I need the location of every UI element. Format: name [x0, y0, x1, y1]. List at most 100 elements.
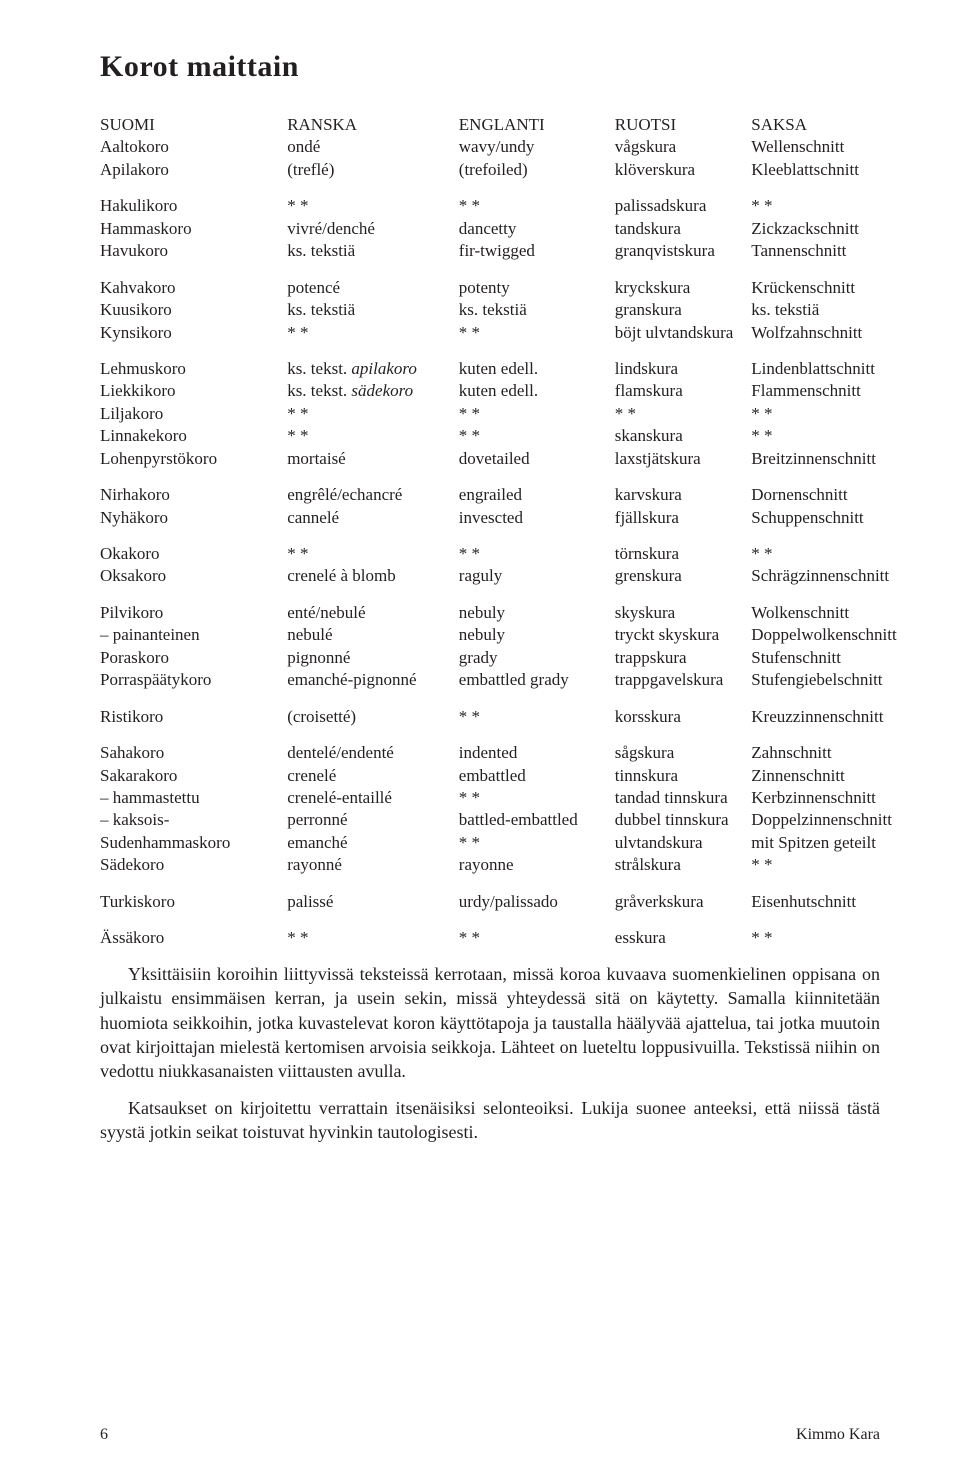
table-cell: kryckskura — [615, 277, 752, 299]
table-cell: * * — [751, 425, 880, 447]
table-cell: Liljakoro — [100, 403, 287, 425]
group-gap — [100, 470, 880, 484]
table-cell: Dornenschnitt — [751, 484, 880, 506]
table-cell: skanskura — [615, 425, 752, 447]
group-gap — [100, 877, 880, 891]
table-cell: palissé — [287, 891, 459, 913]
table-row: SakarakorocreneléembattledtinnskuraZinne… — [100, 765, 880, 787]
table-cell: grady — [459, 647, 615, 669]
table-cell: böjt ulvtandskura — [615, 322, 752, 344]
table-cell: karvskura — [615, 484, 752, 506]
table-cell: Poraskoro — [100, 647, 287, 669]
table-cell: engrailed — [459, 484, 615, 506]
table-cell: indented — [459, 742, 615, 764]
table-cell: tandad tinnskura — [615, 787, 752, 809]
group-gap — [100, 728, 880, 742]
table-cell: * * — [751, 543, 880, 565]
table-cell: Kerbzinnenschnitt — [751, 787, 880, 809]
table-cell: Lohenpyrstökoro — [100, 448, 287, 470]
table-cell: * * — [287, 403, 459, 425]
table-cell: Schuppenschnitt — [751, 507, 880, 529]
table-cell: laxstjätskura — [615, 448, 752, 470]
table-cell: crenelé-entaillé — [287, 787, 459, 809]
table-cell: * * — [287, 425, 459, 447]
table-row: – hammastettucrenelé-entaillé* *tandad t… — [100, 787, 880, 809]
table-cell: Stufengiebelschnitt — [751, 669, 880, 691]
table-cell: flamskura — [615, 380, 752, 402]
group-gap — [100, 181, 880, 195]
table-cell: ks. tekstiä — [459, 299, 615, 321]
table-cell: Kreuzzinnenschnitt — [751, 706, 880, 728]
group-gap — [100, 344, 880, 358]
table-cell: wavy/undy — [459, 136, 615, 158]
table-cell: crenelé à blomb — [287, 565, 459, 587]
table-cell: nebuly — [459, 602, 615, 624]
table-row: Linnakekoro* ** *skanskura* * — [100, 425, 880, 447]
table-cell: Kynsikoro — [100, 322, 287, 344]
table-cell: nebulé — [287, 624, 459, 646]
table-row: Sädekororayonnérayonnestrålskura* * — [100, 854, 880, 876]
table-cell: Breitzinnenschnitt — [751, 448, 880, 470]
body-paragraph: Katsaukset on kirjoitettu verrattain its… — [100, 1096, 880, 1145]
table-cell: * * — [459, 322, 615, 344]
group-gap — [100, 263, 880, 277]
table-cell: urdy/palissado — [459, 891, 615, 913]
table-row: Apilakoro(treflé)(trefoiled)klöverskuraK… — [100, 159, 880, 181]
table-row: Hammaskorovivré/denchédancettytandskuraZ… — [100, 218, 880, 240]
table-cell: Hammaskoro — [100, 218, 287, 240]
table-row: Sahakorodentelé/endentéindentedsågskuraZ… — [100, 742, 880, 764]
table-row: Liljakoro* ** ** ** * — [100, 403, 880, 425]
page-number: 6 — [100, 1426, 108, 1444]
table-cell: pignonné — [287, 647, 459, 669]
table-cell: trappgavelskura — [615, 669, 752, 691]
table-cell: potencé — [287, 277, 459, 299]
table-cell: Sahakoro — [100, 742, 287, 764]
table-cell: * * — [459, 832, 615, 854]
table-cell: ks. tekstiä — [287, 240, 459, 262]
author-name: Kimmo Kara — [796, 1426, 880, 1444]
table-cell: Apilakoro — [100, 159, 287, 181]
table-cell: emanché — [287, 832, 459, 854]
table-row: NyhäkorocanneléinvesctedfjällskuraSchupp… — [100, 507, 880, 529]
table-cell: – hammastettu — [100, 787, 287, 809]
terminology-table: SUOMIRANSKAENGLANTIRUOTSISAKSAAaltokoroo… — [100, 114, 880, 950]
table-cell: Krückenschnitt — [751, 277, 880, 299]
table-cell: tinnskura — [615, 765, 752, 787]
table-cell: (treflé) — [287, 159, 459, 181]
column-header: ENGLANTI — [459, 114, 615, 136]
group-gap — [100, 529, 880, 543]
table-cell: Liekkikoro — [100, 380, 287, 402]
column-header: RANSKA — [287, 114, 459, 136]
table-row: Hakulikoro* ** *palissadskura* * — [100, 195, 880, 217]
table-cell: – kaksois- — [100, 809, 287, 831]
table-cell: * * — [459, 195, 615, 217]
table-row: Ristikoro(croisetté)* *korsskuraKreuzzin… — [100, 706, 880, 728]
table-row: Havukoroks. tekstiäfir-twiggedgranqvists… — [100, 240, 880, 262]
table-cell: vågskura — [615, 136, 752, 158]
table-row: Sudenhammaskoroemanché* *ulvtandskuramit… — [100, 832, 880, 854]
table-row: KahvakoropotencépotentykryckskuraKrücken… — [100, 277, 880, 299]
table-cell: * * — [287, 927, 459, 949]
table-cell: dubbel tinnskura — [615, 809, 752, 831]
table-row: Okakoro* ** *törnskura* * — [100, 543, 880, 565]
table-cell: Lindenblattschnitt — [751, 358, 880, 380]
table-cell: kuten edell. — [459, 358, 615, 380]
table-cell: * * — [751, 195, 880, 217]
table-row: Ässäkoro* ** *esskura* * — [100, 927, 880, 949]
body-paragraph: Yksittäisiin koroihin liittyvissä tekste… — [100, 962, 880, 1084]
table-cell: Schrägzinnenschnitt — [751, 565, 880, 587]
table-cell: mortaisé — [287, 448, 459, 470]
table-cell: Flammenschnitt — [751, 380, 880, 402]
table-header-row: SUOMIRANSKAENGLANTIRUOTSISAKSA — [100, 114, 880, 136]
table-cell: Havukoro — [100, 240, 287, 262]
table-cell: ondé — [287, 136, 459, 158]
table-cell: törnskura — [615, 543, 752, 565]
table-cell: * * — [287, 322, 459, 344]
table-cell: * * — [751, 854, 880, 876]
table-row: – painanteinennebulénebulytryckt skyskur… — [100, 624, 880, 646]
table-cell: Wellenschnitt — [751, 136, 880, 158]
table-row: – kaksois-perronnébattled-embattleddubbe… — [100, 809, 880, 831]
table-cell: * * — [459, 543, 615, 565]
table-row: Kynsikoro* ** *böjt ulvtandskuraWolfzahn… — [100, 322, 880, 344]
group-gap — [100, 692, 880, 706]
